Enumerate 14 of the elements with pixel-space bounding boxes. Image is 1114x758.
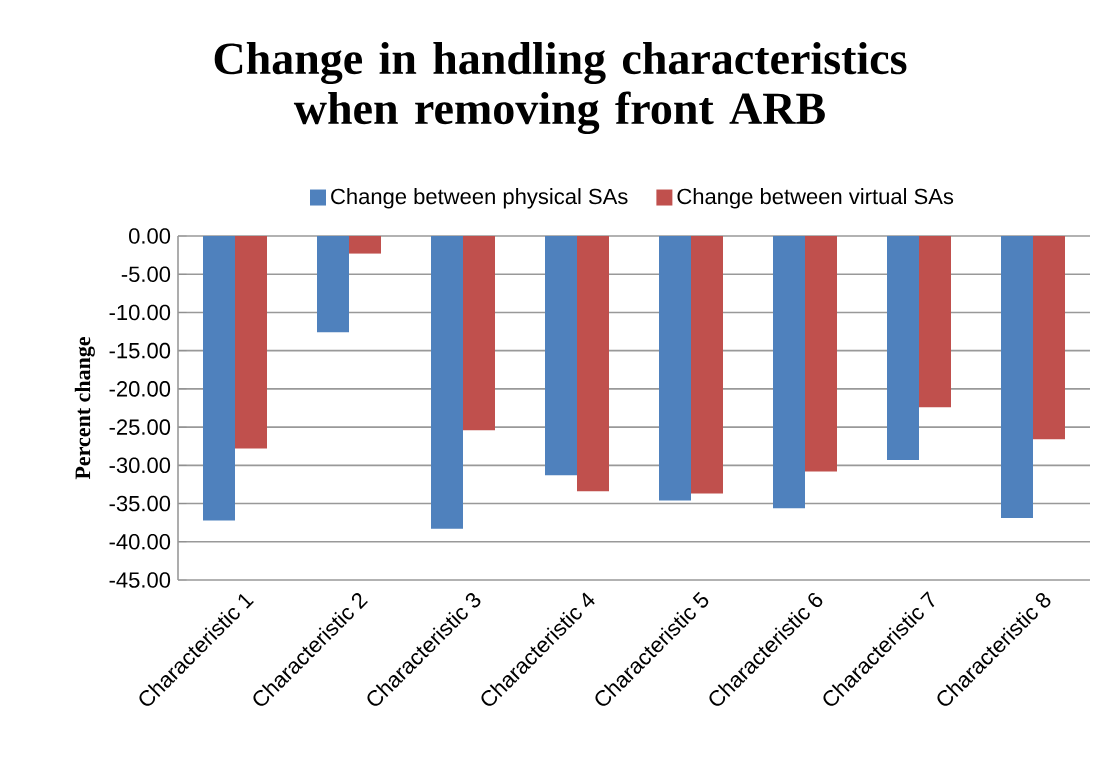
y-tick-label: -20.00 (109, 381, 171, 397)
y-tick-label: -15.00 (109, 342, 171, 359)
y-tick-label: -25.00 (109, 419, 171, 435)
y-tick-label: -45.00 (109, 572, 171, 588)
y-axis-title: Percent change (74, 337, 95, 480)
y-tick-label: -35.00 (109, 495, 171, 512)
legend-label: Change between physical SAs (331, 188, 628, 209)
y-tick-label: 0.00 (129, 228, 171, 244)
y-tick-label: -10.00 (109, 304, 171, 321)
chart-title: Change in handling characteristics when removing front ARB (214, 41, 907, 135)
y-tick-label: -5.00 (121, 266, 171, 283)
y-tick-label: -30.00 (109, 457, 171, 474)
legend-label: Change between virtual SAs (677, 188, 954, 209)
y-tick-label: -40.00 (109, 533, 171, 550)
